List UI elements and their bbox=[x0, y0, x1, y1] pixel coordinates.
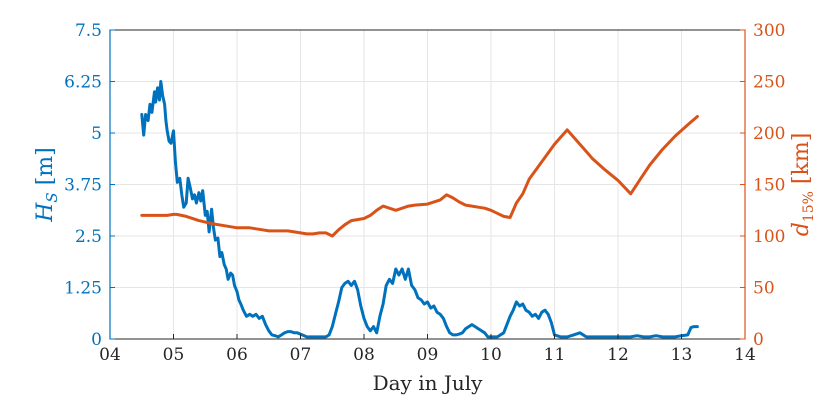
series-line-hs bbox=[140, 80, 699, 339]
y-left-axis-label: HS [m] bbox=[33, 147, 61, 223]
y-left-tick-label: 6.25 bbox=[64, 73, 102, 93]
x-tick-label: 14 bbox=[734, 345, 756, 365]
x-tick-label: 08 bbox=[353, 345, 375, 365]
y-left-tick-label: 5 bbox=[91, 124, 102, 144]
y-left-tick-label: 0 bbox=[91, 330, 102, 350]
y-right-tick-label: 250 bbox=[753, 73, 785, 93]
y-left-tick-label: 3.75 bbox=[64, 176, 102, 196]
y-right-axis-label: d15% [km] bbox=[789, 133, 817, 237]
x-axis-ticks: 04 05 06 07 08 09 10 11 12 13 14 bbox=[99, 334, 756, 365]
y-right-tick-label: 200 bbox=[753, 124, 785, 144]
y-left-tick-label: 7.5 bbox=[75, 21, 102, 41]
y-right-tick-label: 300 bbox=[753, 21, 785, 41]
x-tick-label: 12 bbox=[607, 345, 629, 365]
y-right-tick-label: 0 bbox=[753, 330, 764, 350]
y-left-tick-label: 2.5 bbox=[75, 227, 102, 247]
x-tick-label: 13 bbox=[671, 345, 693, 365]
x-tick-label: 10 bbox=[480, 345, 502, 365]
y-right-axis-ticks: 0 50 100 150 200 250 300 bbox=[740, 21, 785, 350]
x-tick-label: 11 bbox=[544, 345, 566, 365]
x-tick-label: 05 bbox=[163, 345, 185, 365]
y-left-axis-ticks: 0 1.25 2.5 3.75 5 6.25 7.5 bbox=[64, 21, 115, 350]
x-tick-label: 09 bbox=[417, 345, 439, 365]
y-right-tick-label: 100 bbox=[753, 227, 785, 247]
y-left-tick-label: 1.25 bbox=[64, 279, 102, 299]
y-right-tick-label: 50 bbox=[753, 279, 775, 299]
x-tick-label: 07 bbox=[290, 345, 312, 365]
series-group bbox=[140, 80, 699, 339]
y-right-tick-label: 150 bbox=[753, 176, 785, 196]
grid bbox=[110, 30, 745, 339]
x-tick-label: 04 bbox=[99, 345, 121, 365]
x-tick-label: 06 bbox=[226, 345, 248, 365]
series-line-d15 bbox=[140, 115, 699, 238]
x-axis-label: Day in July bbox=[373, 371, 484, 395]
